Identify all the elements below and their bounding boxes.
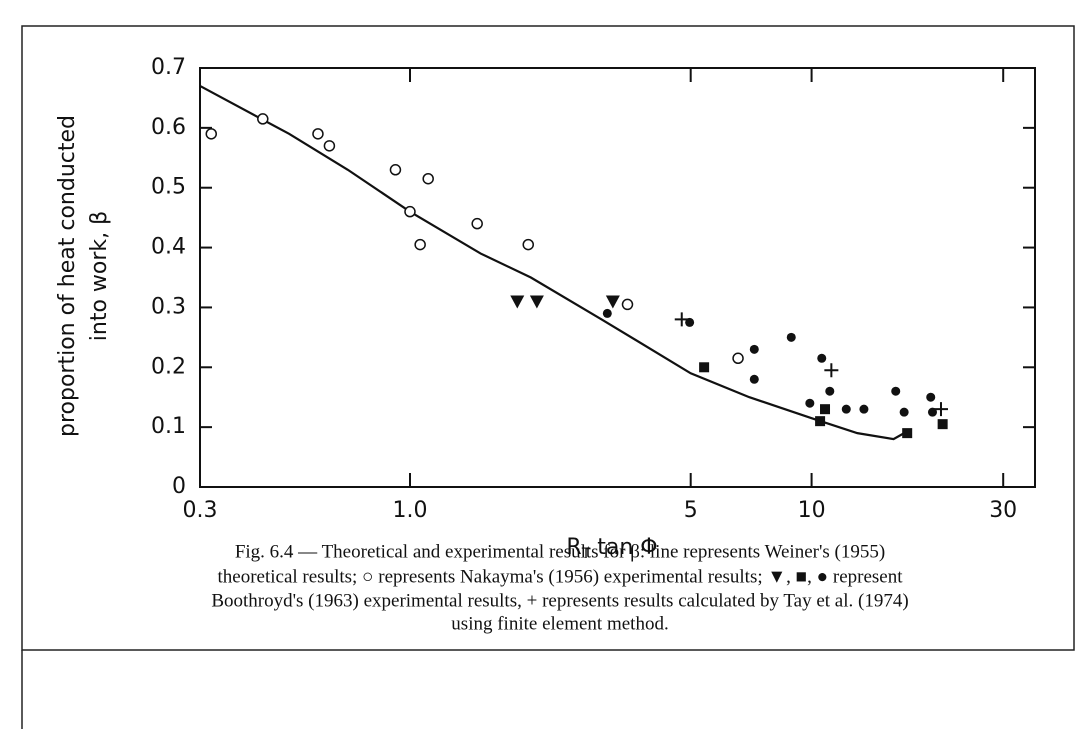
y-tick-label: 0.2 <box>151 354 186 379</box>
x-tick-label: 10 <box>798 498 826 523</box>
y-tick-label: 0.5 <box>151 175 186 200</box>
y-tick-label: 0.7 <box>151 55 186 80</box>
y-axis-label: into work, β <box>87 211 112 341</box>
open-circle-point <box>312 128 324 140</box>
open-circle-point <box>323 140 336 152</box>
open-circle-point <box>257 113 269 125</box>
y-tick-label: 0.6 <box>151 115 186 140</box>
plus-point <box>824 363 839 378</box>
open-circle-point <box>621 298 634 311</box>
triangle-point <box>510 295 525 309</box>
theory-line <box>199 84 905 441</box>
caption-line: Boothroyd's (1963) experimental results,… <box>211 590 908 611</box>
open-circle-point <box>732 352 744 365</box>
triangle-point <box>605 295 620 309</box>
open-circle-point <box>414 238 426 251</box>
y-tick-label: 0.4 <box>151 235 186 260</box>
open-circle-point <box>404 205 416 218</box>
x-tick-label: 1.0 <box>392 498 427 523</box>
plus-point <box>674 312 689 327</box>
filled-circle-point <box>749 344 759 354</box>
square-point <box>815 416 826 427</box>
x-label-sub: T <box>581 546 591 562</box>
caption-line: Fig. 6.4 — Theoretical and experimental … <box>235 541 885 562</box>
filled-circle-point <box>926 392 936 402</box>
caption-line: using finite element method. <box>451 613 668 634</box>
x-tick-label: 30 <box>989 498 1017 523</box>
y-tick-label: 0.3 <box>151 294 186 319</box>
square-point <box>820 404 831 415</box>
open-circle-point <box>422 172 434 185</box>
filled-circle-point <box>899 407 909 417</box>
open-circle-point <box>471 217 483 230</box>
square-point <box>699 362 710 373</box>
caption-line: theoretical results; ○ represents Nakaym… <box>217 566 903 587</box>
y-tick-label: 0 <box>172 474 186 499</box>
x-axis-label: RT tan Φ <box>566 535 657 562</box>
filled-circle-point <box>825 386 835 396</box>
filled-circle-point <box>786 332 796 342</box>
square-point <box>902 428 913 439</box>
filled-circle-point <box>841 404 851 414</box>
filled-circle-point <box>602 308 612 318</box>
x-label-part: tan Φ <box>590 535 657 560</box>
open-circle-point <box>522 238 534 251</box>
filled-circle-point <box>805 398 815 408</box>
filled-circle-point <box>749 374 759 384</box>
triangle-point <box>529 295 544 309</box>
x-tick-label: 0.3 <box>183 498 218 523</box>
frame <box>21 25 1075 651</box>
x-label-part: R <box>566 535 581 560</box>
x-tick-label: 5 <box>684 498 698 523</box>
filled-circle-point <box>817 353 827 363</box>
square-point <box>937 419 948 430</box>
plus-point <box>933 402 948 417</box>
open-circle-point <box>389 164 402 176</box>
plot-frame <box>199 67 1036 488</box>
y-tick-label: 0.1 <box>151 414 186 439</box>
y-axis-label: proportion of heat conducted <box>55 115 80 437</box>
open-circle-point <box>205 128 218 140</box>
filled-circle-point <box>891 386 901 396</box>
filled-circle-point <box>859 404 869 414</box>
plot: 0 0.1 0.2 0.3 0.4 0.5 0.6 0.7 0.3 1.0 5 10 30 <box>151 55 1036 523</box>
